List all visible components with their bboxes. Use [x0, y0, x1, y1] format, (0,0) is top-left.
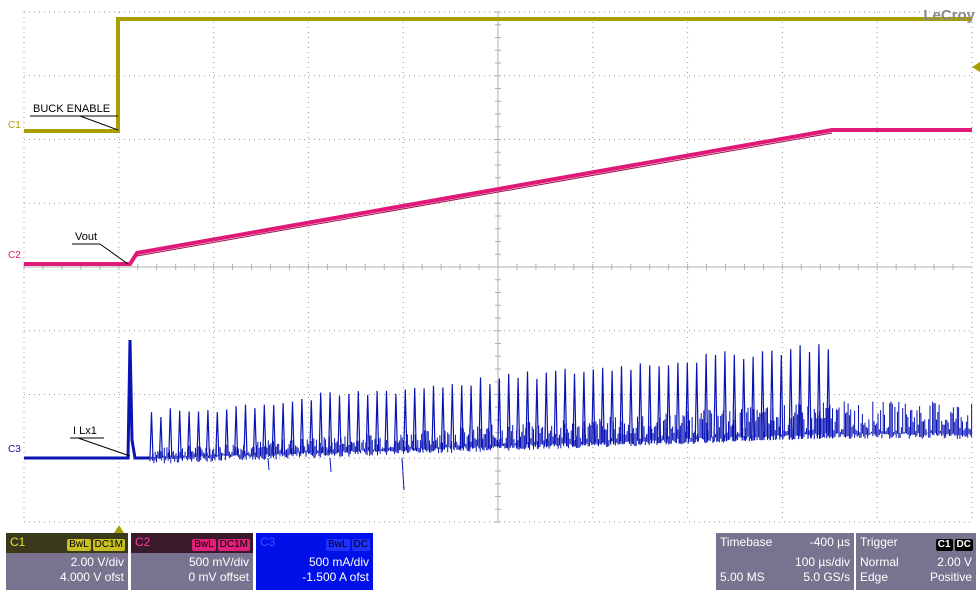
c3-marker: C3 — [8, 444, 21, 455]
channel-2-descriptor[interactable]: C2 BwL DC1M 500 mV/div 0 mV offset — [131, 533, 253, 590]
channel-1-bandwidth-badge: BwL — [67, 539, 91, 551]
channel-1-offset: 4.000 V ofst — [59, 570, 124, 584]
c3-trace-dips — [267, 457, 405, 491]
c1-trace — [24, 17, 972, 133]
c2-trace-edge — [136, 132, 833, 257]
trigger-slope: Positive — [929, 570, 972, 584]
channel-3-tag: C3 — [260, 535, 276, 549]
trigger-coupling-badge: DC — [954, 539, 973, 551]
graticule — [23, 11, 973, 523]
buck-enable-label-leader — [79, 115, 119, 131]
channel-3-offset: -1.500 A ofst — [302, 570, 369, 584]
trigger-descriptor[interactable]: Trigger C1 DC Normal 2.00 V Edge Positive — [856, 533, 976, 590]
ilx1-label-leader — [77, 437, 131, 457]
channel-2-tag: C2 — [135, 535, 151, 549]
timebase-samples: 5.00 MS — [720, 570, 765, 584]
channel-2-scale: 500 mV/div — [188, 555, 249, 569]
channel-3-descriptor[interactable]: C3 BwL DC 500 mA/div -1.500 A ofst — [256, 533, 373, 590]
trigger-mode: Normal — [860, 555, 899, 569]
channel-1-descriptor[interactable]: C1 BwL DC1M 2.00 V/div 4.000 V ofst — [6, 533, 128, 590]
timebase-delay: -400 µs — [809, 535, 850, 549]
trigger-source-badge: C1 — [935, 539, 953, 551]
c2-trace — [24, 128, 972, 266]
c3-trace — [24, 339, 150, 460]
trigger-label: Trigger — [860, 535, 898, 549]
trigger-level: 2.00 V — [937, 555, 972, 569]
channel-2-bandwidth-badge: BwL — [192, 539, 216, 551]
brand-logo: LeCroy — [923, 7, 975, 24]
ilx1-label: I Lx1 — [73, 425, 97, 437]
channel-1-scale: 2.00 V/div — [70, 555, 124, 569]
channel-3-bandwidth-badge: BwL — [326, 539, 350, 551]
c2-marker: C2 — [8, 250, 21, 261]
channel-2-coupling-badge: DC1M — [217, 539, 250, 551]
timebase-sample-rate: 5.0 GS/s — [803, 570, 850, 584]
channel-3-coupling-badge: DC — [351, 539, 370, 551]
channel-2-offset: 0 mV offset — [188, 570, 249, 584]
vout-label-leader — [99, 243, 129, 265]
c3-trace-spikes — [149, 344, 831, 459]
timebase-label: Timebase — [720, 535, 773, 549]
channel-3-scale: 500 mA/div — [308, 555, 369, 569]
scope-display: LeCroy C1 C2 C3 BUCK ENABLE Vout I Lx1 — [8, 7, 980, 523]
trigger-position-marker — [114, 525, 124, 533]
trigger-level-marker — [972, 62, 980, 72]
vout-label: Vout — [75, 231, 97, 243]
buck-enable-label: BUCK ENABLE — [33, 103, 110, 115]
c1-marker: C1 — [8, 120, 21, 131]
status-bar: C1 BwL DC1M 2.00 V/div 4.000 V ofst C2 Bw… — [0, 525, 980, 595]
channel-1-coupling-badge: DC1M — [92, 539, 125, 551]
waveform-traces — [24, 17, 973, 491]
timebase-per-div: 100 µs/div — [795, 555, 850, 569]
timebase-descriptor[interactable]: Timebase -400 µs 100 µs/div 5.00 MS 5.0 … — [716, 533, 854, 590]
trigger-type: Edge — [860, 570, 889, 584]
channel-1-tag: C1 — [10, 535, 26, 549]
